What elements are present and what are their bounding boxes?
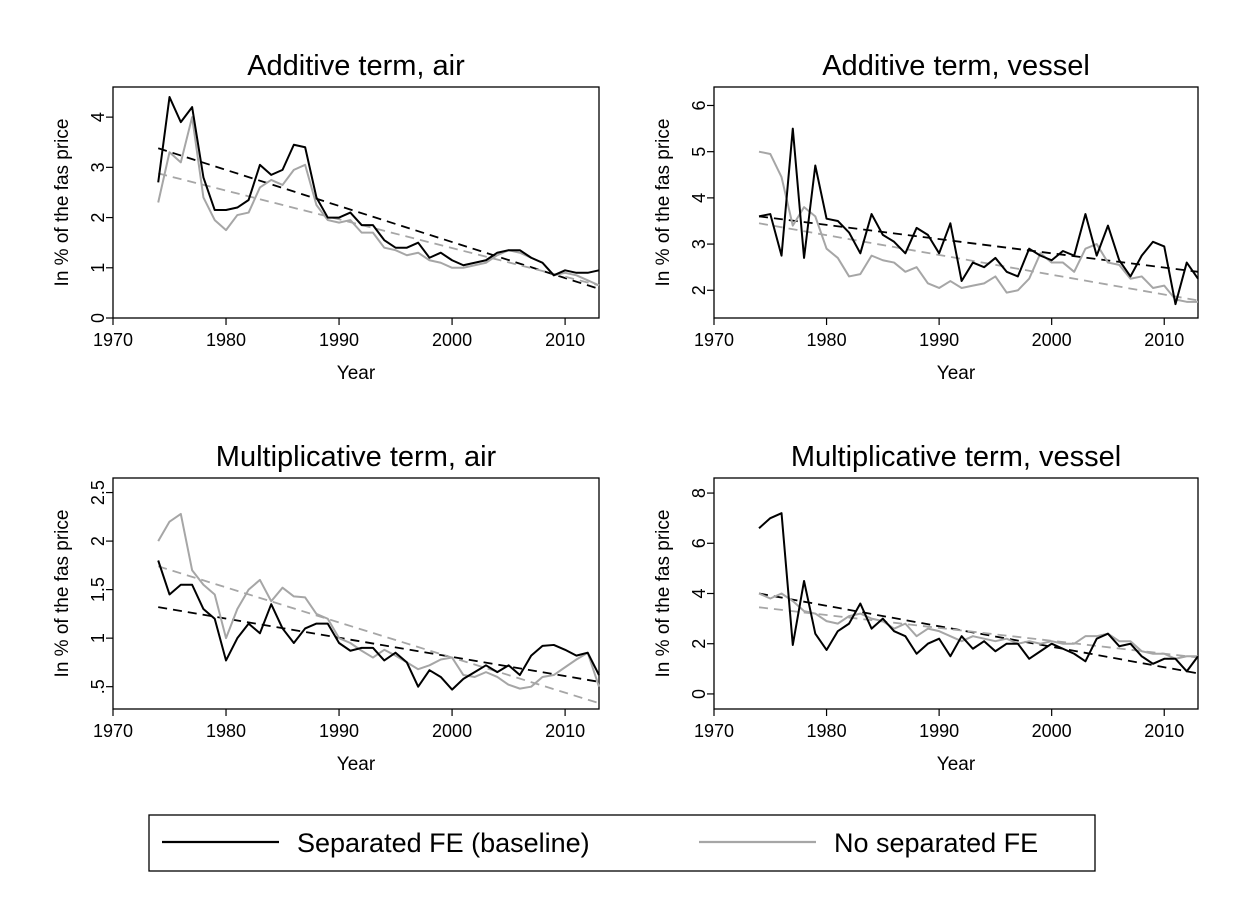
x-tick-label: 2000 <box>432 330 472 350</box>
x-tick-label: 1970 <box>694 721 734 741</box>
x-tick-label: 2000 <box>1032 721 1072 741</box>
y-tick-label: 3 <box>689 239 709 249</box>
y-tick-label: 6 <box>689 100 709 110</box>
y-axis-label: In % of the fas price <box>653 510 674 678</box>
x-tick-label: 1970 <box>694 330 734 350</box>
series-line-no-separated-fe <box>157 512 600 690</box>
series-line-baseline <box>758 127 1199 306</box>
legend-label-baseline: Separated FE (baseline) <box>297 828 590 858</box>
x-axis-label: Year <box>937 754 976 775</box>
x-tick-label: 2010 <box>545 721 585 741</box>
series-line-no-separated-fe <box>758 592 1198 660</box>
trend-line-baseline <box>758 215 1199 273</box>
y-tick-label: 2.5 <box>88 480 108 505</box>
series-line-no-separated-fe <box>157 116 600 287</box>
x-tick-label: 2000 <box>432 721 472 741</box>
y-tick-label: 1.5 <box>88 577 108 602</box>
x-axis-label: Year <box>337 754 376 775</box>
y-tick-label: 6 <box>689 538 709 548</box>
chart-title: Multiplicative term, air <box>216 441 497 473</box>
y-tick-label: .5 <box>88 679 108 694</box>
chart-title: Multiplicative term, vessel <box>791 441 1121 473</box>
x-tick-label: 1970 <box>93 721 133 741</box>
y-tick-label: 2 <box>88 213 108 223</box>
plot-frame <box>713 86 1199 319</box>
chart-panel-4: Multiplicative term, vessel 1970 1980 1990 2… <box>653 441 1199 775</box>
series-line-baseline <box>758 512 1199 673</box>
y-tick-label: 0 <box>689 689 709 699</box>
legend-label-no-separated-fe: No separated FE <box>834 828 1038 858</box>
y-tick-label: 2 <box>689 639 709 649</box>
x-tick-label: 1990 <box>319 721 359 741</box>
y-axis-label: In % of the fas price <box>52 119 73 287</box>
series-line-baseline <box>157 560 600 691</box>
plot-frame <box>713 477 1199 710</box>
y-tick-label: 2 <box>88 536 108 546</box>
y-tick-label: 1 <box>88 263 108 273</box>
trend-line-baseline <box>157 147 600 290</box>
x-tick-label: 1980 <box>206 721 246 741</box>
y-tick-label: 4 <box>689 193 709 203</box>
legend-box <box>148 814 1096 872</box>
x-tick-label: 2010 <box>545 330 585 350</box>
x-axis-label: Year <box>937 363 976 384</box>
series-line-no-separated-fe <box>758 150 1198 303</box>
x-tick-label: 1990 <box>919 721 959 741</box>
chart-title: Additive term, air <box>247 50 465 82</box>
y-tick-label: 0 <box>88 313 108 323</box>
x-tick-label: 2010 <box>1144 330 1184 350</box>
y-tick-label: 2 <box>689 285 709 295</box>
x-axis-label: Year <box>337 363 376 384</box>
y-tick-label: 4 <box>88 112 108 122</box>
chart-panel-1: Additive term, air 1970 1980 1990 2000 2010 0 1… <box>52 50 600 384</box>
trend-line-no-separated-fe <box>157 565 600 705</box>
x-tick-label: 1980 <box>807 330 847 350</box>
x-tick-label: 1980 <box>206 330 246 350</box>
plot-frame <box>112 477 600 710</box>
y-axis-label: In % of the fas price <box>52 510 73 678</box>
chart-panel-3: Multiplicative term, air 1970 1980 1990 2000… <box>52 441 600 775</box>
series-line-baseline <box>157 96 600 277</box>
y-tick-label: 3 <box>88 162 108 172</box>
x-tick-label: 1990 <box>319 330 359 350</box>
y-tick-label: 8 <box>689 488 709 498</box>
trend-line-no-separated-fe <box>758 222 1199 302</box>
trend-line-baseline <box>158 606 600 683</box>
x-tick-label: 2000 <box>1032 330 1072 350</box>
y-tick-label: 1 <box>88 633 108 643</box>
legend: Separated FE (baseline) No separated FE <box>148 814 1096 872</box>
x-tick-label: 2010 <box>1144 721 1184 741</box>
trend-line-no-separated-fe <box>758 606 1199 659</box>
chart-panel-2: Additive term, vessel 1970 1980 1990 2000 201… <box>653 50 1199 384</box>
plot-frame <box>112 86 600 319</box>
y-tick-label: 5 <box>689 147 709 157</box>
chart-title: Additive term, vessel <box>822 50 1090 82</box>
y-axis-label: In % of the fas price <box>653 119 674 287</box>
x-tick-label: 1980 <box>807 721 847 741</box>
y-tick-label: 4 <box>689 588 709 598</box>
x-tick-label: 1970 <box>93 330 133 350</box>
x-tick-label: 1990 <box>919 330 959 350</box>
trend-line-no-separated-fe <box>157 172 600 287</box>
trend-line-baseline <box>758 592 1199 675</box>
